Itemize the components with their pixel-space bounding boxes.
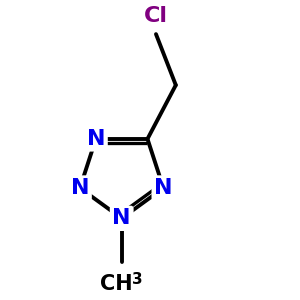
Text: Cl: Cl	[144, 6, 168, 26]
Text: 3: 3	[132, 272, 142, 287]
Text: CH: CH	[100, 274, 133, 294]
Text: N: N	[87, 129, 105, 149]
Text: N: N	[112, 208, 131, 228]
Text: N: N	[71, 178, 89, 198]
Text: N: N	[154, 178, 173, 198]
